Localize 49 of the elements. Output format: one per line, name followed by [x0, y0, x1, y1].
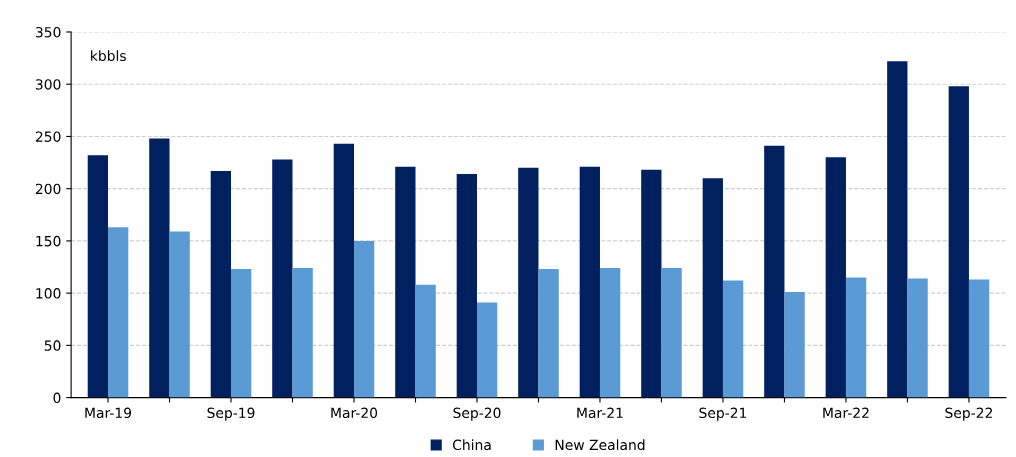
- bar: [395, 166, 416, 398]
- bar: [784, 292, 805, 398]
- bar: [661, 268, 682, 398]
- bar: [907, 278, 928, 398]
- y-tick-label: 150: [36, 235, 61, 247]
- y-tick-label: 0: [53, 392, 61, 404]
- annotation: kbbls: [91, 50, 126, 62]
- bar: [87, 155, 109, 398]
- x-tick-label: Mar-20: [331, 407, 378, 419]
- y-tick-label: 50: [44, 340, 61, 351]
- bar: [845, 277, 867, 398]
- y-tick-label: 200: [35, 183, 61, 195]
- bar: [764, 145, 785, 398]
- bar: [333, 143, 354, 398]
- bar: [968, 279, 990, 398]
- bar: [415, 284, 436, 398]
- bar: [722, 280, 744, 398]
- legend-label: New Zealand: [555, 439, 645, 451]
- y-tick-label: 250: [35, 131, 61, 142]
- x-tick-label: Sep-22: [945, 407, 992, 421]
- bar: [599, 268, 621, 398]
- x-tick-label: Sep-20: [453, 407, 501, 421]
- x-tick-label: Mar-22: [823, 407, 869, 419]
- bar: [210, 170, 232, 398]
- bar: [169, 231, 190, 398]
- y-tick-label: 100: [36, 288, 61, 299]
- legend-label: China: [452, 439, 491, 451]
- bar: [538, 269, 559, 398]
- bar: [887, 61, 908, 398]
- y-tick-label: 300: [35, 79, 61, 90]
- bar: [108, 227, 129, 398]
- bar: [272, 159, 293, 398]
- bar: [579, 166, 600, 398]
- bar: [456, 174, 477, 398]
- bar: [641, 169, 662, 398]
- bar: [231, 269, 252, 398]
- bar: [354, 240, 375, 398]
- x-tick-label: Mar-19: [85, 407, 132, 419]
- bar: [702, 178, 723, 398]
- bar: [948, 86, 969, 398]
- bar: [476, 302, 498, 398]
- bar: [292, 268, 313, 398]
- x-tick-label: Sep-19: [207, 407, 255, 421]
- y-tick-label: 350: [35, 26, 61, 38]
- bar: [825, 157, 846, 398]
- bar: [149, 138, 170, 398]
- bar: [518, 167, 539, 398]
- x-tick-label: Mar-21: [577, 407, 623, 419]
- x-tick-label: Sep-21: [699, 407, 747, 421]
